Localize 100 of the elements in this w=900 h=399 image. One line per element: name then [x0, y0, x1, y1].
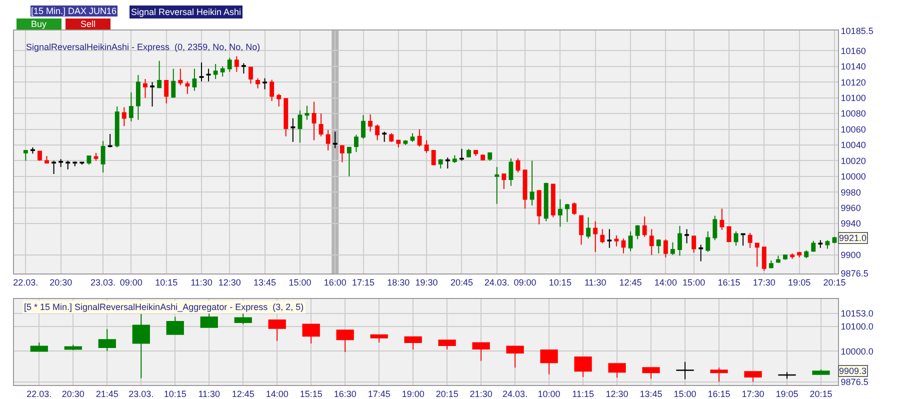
text: Sell: [80, 19, 96, 29]
candlestick: [754, 242, 760, 268]
candlestick: [431, 150, 436, 166]
candlestick: [298, 110, 302, 144]
candlestick: [114, 106, 120, 148]
candlestick: [368, 114, 373, 132]
candlestick: [38, 150, 42, 162]
candlestick: [649, 228, 654, 256]
x-tick-label: 20:15: [823, 277, 846, 288]
y-tick-label: 10080: [840, 108, 866, 119]
candlestick: [178, 68, 183, 86]
x-tick-label: 16:15: [718, 277, 740, 288]
candlestick: [270, 79, 274, 102]
candlestick: [621, 238, 626, 254]
candlestick: [768, 260, 774, 269]
y-tick-label: 9980: [840, 187, 861, 198]
candlestick: [403, 140, 408, 146]
candlestick: [600, 228, 605, 244]
candlestick: [536, 190, 542, 225]
candlestick: [143, 78, 148, 98]
candlestick: [262, 78, 268, 90]
candlestick: [136, 74, 140, 120]
candlestick: [220, 66, 225, 78]
x-tick-label: 16:30: [334, 388, 356, 399]
y-tick-label: 10140: [840, 62, 866, 72]
x-tick-label: 23.03.: [90, 277, 116, 288]
candlestick: [185, 80, 190, 94]
y-tick-label: 10000: [840, 172, 866, 182]
x-tick-label: 20:30: [62, 388, 84, 399]
candlestick: [302, 324, 320, 344]
candlestick: [607, 228, 612, 248]
x-tick-label: 12:45: [232, 388, 254, 399]
x-tick-label: 20:30: [50, 277, 72, 288]
candlestick: [417, 128, 422, 148]
x-tick-label: 15:00: [682, 277, 706, 288]
candlestick: [488, 152, 492, 162]
x-tick-label: 19:05: [788, 277, 811, 288]
chart-title: [5 * 15 Min.] SignalReversalHeikinAshi_Aggregator - Express (3, 2, 5): [24, 302, 304, 312]
candlestick: [332, 131, 338, 149]
candlestick: [312, 101, 316, 141]
x-tick-label: 11:30: [190, 277, 212, 288]
candlestick: [23, 150, 28, 162]
candlestick: [171, 68, 176, 98]
x-tick-label: 15:00: [674, 388, 696, 399]
candlestick: [565, 203, 570, 222]
candlestick: [710, 367, 728, 382]
candlestick: [227, 57, 232, 72]
x-tick-label: 17:30: [752, 277, 776, 288]
x-tick-label: 18:30: [387, 277, 410, 288]
candlestick: [157, 60, 162, 88]
candlestick: [676, 361, 694, 380]
x-tick-label: 22.03.: [13, 277, 38, 288]
text: Buy: [30, 19, 48, 29]
y-tick-label: 10000.0: [840, 346, 874, 356]
x-tick-label: 15:15: [300, 388, 322, 399]
candlestick: [318, 113, 324, 137]
x-tick-label: 24.03.: [502, 388, 528, 399]
candlestick: [586, 216, 591, 239]
x-tick-label: 16:00: [324, 277, 346, 288]
candlestick: [558, 198, 562, 228]
candlestick: [776, 255, 780, 264]
candlestick: [502, 174, 506, 190]
candlestick: [346, 146, 352, 177]
candlestick: [256, 78, 260, 89]
candlestick: [108, 133, 112, 148]
candlestick: [438, 158, 443, 170]
candlestick: [276, 93, 282, 107]
x-tick-label: 10:00: [538, 388, 560, 399]
candlestick: [698, 244, 704, 262]
candlestick: [574, 356, 592, 378]
candlestick: [30, 146, 35, 154]
candlestick: [290, 118, 296, 142]
x-tick-label: 22.03.: [26, 388, 52, 399]
candlestick: [44, 155, 49, 164]
annotation: SignalReversalHeikinAshi - Express (0, 2359, No, No, No): [26, 42, 260, 52]
y-tick-label: 10120: [840, 77, 866, 88]
candlestick: [128, 92, 134, 122]
candlestick: [678, 225, 682, 256]
candlestick: [164, 80, 169, 104]
x-tick-label: 11:30: [198, 388, 220, 399]
candlestick: [790, 252, 795, 260]
candlestick: [762, 246, 766, 272]
x-tick-label: 23.03.: [128, 388, 154, 399]
candlestick: [452, 154, 457, 164]
candlestick: [783, 254, 788, 260]
x-tick-label: 20:15: [436, 388, 458, 399]
x-tick-label: 17:45: [368, 388, 390, 399]
candlestick: [72, 160, 78, 167]
candlestick: [438, 340, 456, 350]
candlestick: [706, 230, 710, 252]
x-tick-label: 11:30: [584, 277, 606, 288]
candlestick: [642, 216, 647, 238]
x-tick-label: 13:45: [640, 388, 662, 399]
x-tick-label: 10:15: [164, 388, 186, 399]
x-tick-label: 09:00: [514, 277, 536, 288]
candlestick: [66, 160, 70, 170]
candlestick: [720, 208, 724, 230]
text: 9921.0: [839, 233, 867, 243]
y-tick-label: 10100: [840, 92, 866, 103]
candlestick: [206, 68, 211, 82]
